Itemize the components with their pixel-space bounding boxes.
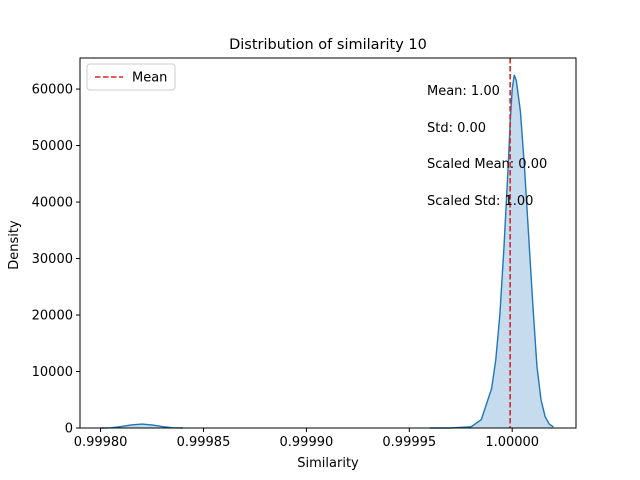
axes-frame	[79, 57, 577, 429]
y-tick-label: 50000	[32, 139, 73, 154]
kde-line-1	[429, 74, 554, 429]
x-tick-label: 0.99995	[382, 435, 436, 450]
legend-mean-label: Mean	[132, 71, 167, 86]
legend: Mean	[86, 63, 176, 91]
x-tick-label: 1.00000	[485, 435, 539, 450]
legend-box	[86, 63, 176, 91]
annotation-scaled-std: Scaled Std: 1.00	[427, 194, 533, 209]
y-axis-label: Density	[7, 220, 22, 270]
chart-plot-area	[100, 58, 554, 429]
annotation-mean: Mean: 1.00	[427, 84, 500, 99]
x-tick-label: 0.99990	[280, 435, 334, 450]
x-axis-label: Similarity	[297, 456, 359, 471]
kde-line-0	[100, 423, 183, 429]
chart-title: Distribution of similarity 10	[229, 37, 427, 53]
x-tick-label: 0.99980	[74, 435, 128, 450]
stats-annotations: Mean: 1.00 Std: 0.00 Scaled Mean: 0.00 S…	[427, 84, 547, 209]
y-tick-label: 20000	[32, 309, 73, 324]
y-tick-label: 40000	[32, 196, 73, 211]
y-tick-label: 10000	[32, 365, 73, 380]
x-tick-label: 0.99985	[177, 435, 231, 450]
y-tick-label: 60000	[32, 83, 73, 98]
y-tick-label: 0	[65, 422, 73, 437]
kde-fill-1	[429, 74, 554, 428]
annotation-std: Std: 0.00	[427, 121, 486, 136]
annotation-scaled-mean: Scaled Mean: 0.00	[427, 157, 547, 172]
x-axis: 0.99980 0.99985 0.99990 0.99995 1.00000	[74, 428, 539, 450]
y-axis: 0 10000 20000 30000 40000 50000 60000	[32, 83, 80, 437]
y-tick-label: 30000	[32, 252, 73, 267]
